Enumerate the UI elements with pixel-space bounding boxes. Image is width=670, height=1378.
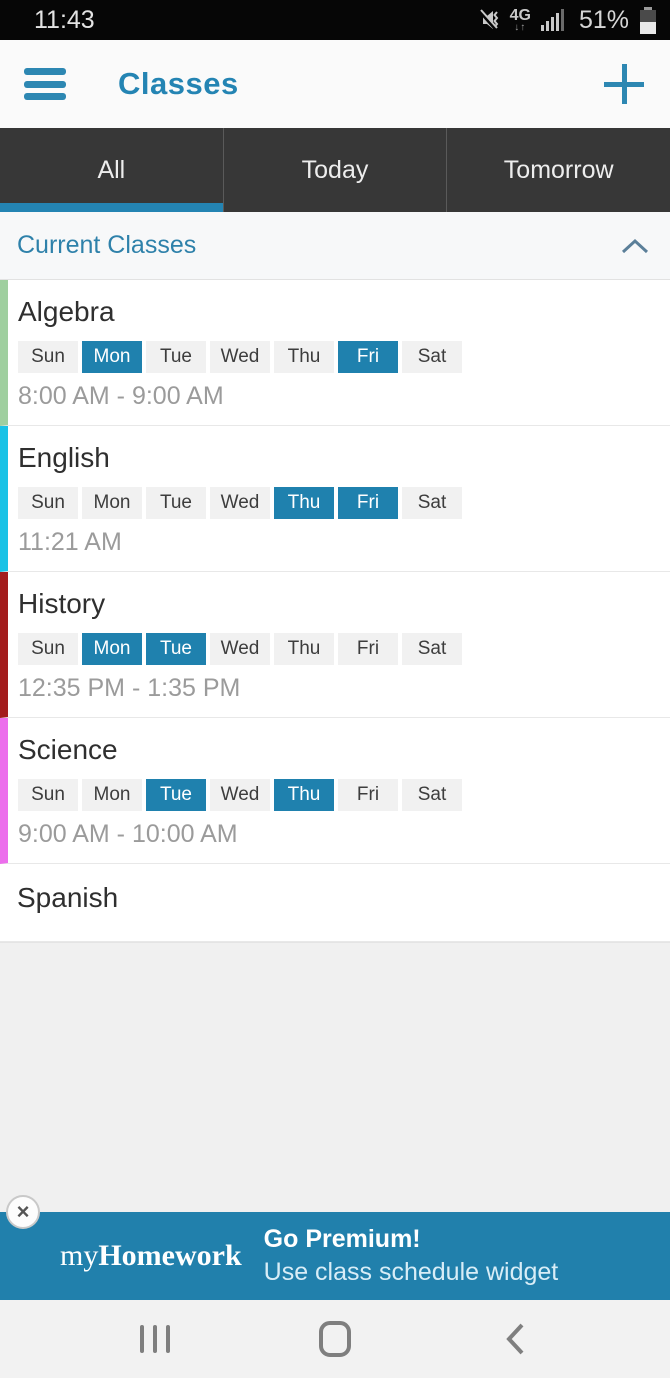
tab-today[interactable]: Today xyxy=(222,128,447,212)
hamburger-icon xyxy=(24,68,66,75)
day-chip-sat: Sat xyxy=(402,341,462,373)
day-chip-wed: Wed xyxy=(210,779,270,811)
collapse-section-button[interactable] xyxy=(620,237,650,255)
class-row-spanish[interactable]: Spanish xyxy=(0,864,670,942)
day-chip-thu: Thu xyxy=(274,487,334,519)
day-chip-fri: Fri xyxy=(338,341,398,373)
class-row-history[interactable]: History Sun Mon Tue Wed Thu Fri Sat 12:35 PM -… xyxy=(0,572,670,718)
class-time: 12:35 PM - 1:35 PM xyxy=(18,674,241,702)
day-chips: Sun Mon Tue Wed Thu Fri Sat xyxy=(18,341,654,373)
day-chip-sun: Sun xyxy=(18,633,78,665)
day-chips: Sun Mon Tue Wed Thu Fri Sat xyxy=(18,779,654,811)
day-chip-fri: Fri xyxy=(338,779,398,811)
class-name: English xyxy=(18,442,110,473)
day-chip-mon: Mon xyxy=(82,779,142,811)
day-chip-thu: Thu xyxy=(274,341,334,373)
back-icon xyxy=(506,1323,524,1355)
chevron-up-icon xyxy=(621,238,649,253)
day-chip-fri: Fri xyxy=(338,487,398,519)
menu-button[interactable] xyxy=(24,68,66,100)
section-header: Current Classes xyxy=(0,212,670,280)
myhomework-logo: myHomework xyxy=(60,1239,242,1272)
day-chip-thu: Thu xyxy=(274,779,334,811)
ad-headline: Go Premium! xyxy=(263,1225,421,1253)
day-chip-mon: Mon xyxy=(82,341,142,373)
day-chip-sat: Sat xyxy=(402,487,462,519)
tab-tomorrow[interactable]: Tomorrow xyxy=(446,128,670,212)
day-chip-wed: Wed xyxy=(210,633,270,665)
day-chips: Sun Mon Tue Wed Thu Fri Sat xyxy=(18,487,654,519)
battery-icon xyxy=(640,6,656,34)
status-icons: 4G ↓↑ 51% xyxy=(476,6,656,35)
class-time: 9:00 AM - 10:00 AM xyxy=(18,820,238,848)
day-chip-tue: Tue xyxy=(146,487,206,519)
class-name: Science xyxy=(18,734,118,765)
tab-all[interactable]: All xyxy=(0,128,223,212)
class-row-english[interactable]: English Sun Mon Tue Wed Thu Fri Sat 11:21 AM xyxy=(0,426,670,572)
class-list: Algebra Sun Mon Tue Wed Thu Fri Sat 8:00 AM - … xyxy=(0,280,670,942)
section-title: Current Classes xyxy=(17,231,197,259)
class-row-science[interactable]: Science Sun Mon Tue Wed Thu Fri Sat 9:00 AM - … xyxy=(0,718,670,864)
day-chip-sun: Sun xyxy=(18,779,78,811)
day-chip-thu: Thu xyxy=(274,633,334,665)
day-chip-sat: Sat xyxy=(402,779,462,811)
ad-close-button[interactable]: × xyxy=(6,1195,40,1229)
add-class-button[interactable] xyxy=(602,62,646,106)
day-chip-sun: Sun xyxy=(18,341,78,373)
home-button[interactable] xyxy=(305,1309,365,1369)
recents-button[interactable] xyxy=(125,1309,185,1369)
day-chip-tue: Tue xyxy=(146,779,206,811)
close-icon: × xyxy=(16,1199,30,1224)
class-time: 11:21 AM xyxy=(18,528,122,556)
ad-banner[interactable]: × myHomework Go Premium! Use class sched… xyxy=(0,1195,670,1300)
battery-percent: 51% xyxy=(578,5,629,34)
day-chip-mon: Mon xyxy=(82,633,142,665)
day-chip-tue: Tue xyxy=(146,633,206,665)
day-chip-mon: Mon xyxy=(82,487,142,519)
tab-bar: All Today Tomorrow xyxy=(0,128,670,212)
status-time: 11:43 xyxy=(34,5,95,34)
ad-text: Go Premium! Use class schedule widget xyxy=(264,1225,559,1287)
day-chips: Sun Mon Tue Wed Thu Fri Sat xyxy=(18,633,654,665)
vibrate-mute-icon xyxy=(476,8,502,32)
class-name: Spanish xyxy=(17,882,119,913)
day-chip-wed: Wed xyxy=(210,487,270,519)
class-row-algebra[interactable]: Algebra Sun Mon Tue Wed Thu Fri Sat 8:00 AM - … xyxy=(0,280,670,426)
ad-subtext: Use class schedule widget xyxy=(263,1258,559,1286)
signal-strength-icon xyxy=(540,9,569,31)
class-name: History xyxy=(18,588,106,619)
lte-data-icon: 4G ↓↑ xyxy=(509,6,531,33)
app-header: Classes xyxy=(0,40,670,128)
page-title: Classes xyxy=(118,66,239,101)
android-nav-bar xyxy=(0,1300,670,1378)
class-name: Algebra xyxy=(18,296,115,327)
class-time: 8:00 AM - 9:00 AM xyxy=(18,382,224,410)
day-chip-sat: Sat xyxy=(402,633,462,665)
day-chip-sun: Sun xyxy=(18,487,78,519)
day-chip-fri: Fri xyxy=(338,633,398,665)
recents-icon xyxy=(140,1325,170,1353)
back-button[interactable] xyxy=(485,1309,545,1369)
home-icon xyxy=(319,1321,351,1357)
empty-area xyxy=(0,942,670,1212)
day-chip-tue: Tue xyxy=(146,341,206,373)
day-chip-wed: Wed xyxy=(210,341,270,373)
status-bar: 11:43 4G ↓↑ xyxy=(0,0,670,40)
